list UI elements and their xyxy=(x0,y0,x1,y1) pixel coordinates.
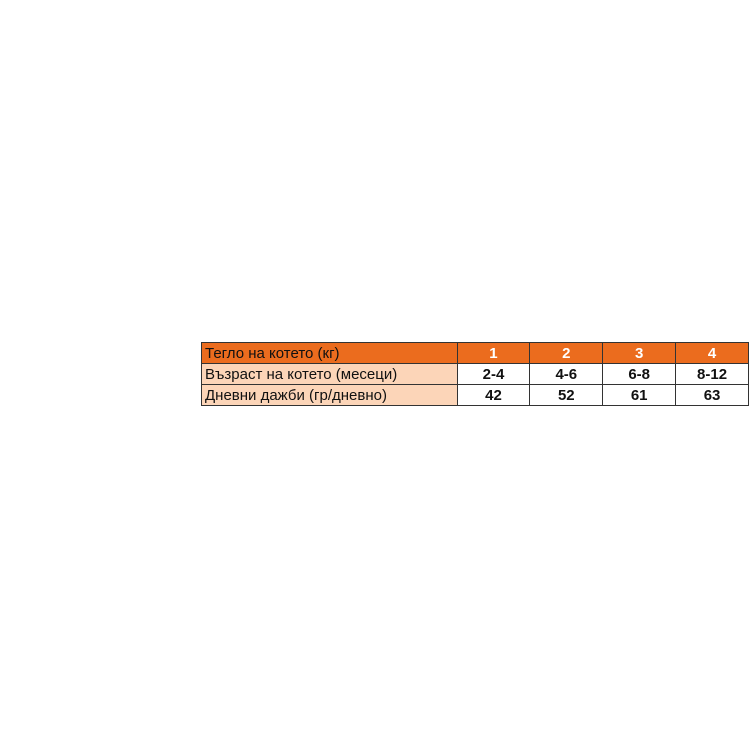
row-label: Дневни дажби (гр/дневно) xyxy=(201,384,458,406)
cell: 2-4 xyxy=(456,363,531,385)
cell: 8-12 xyxy=(675,363,749,385)
cell: 3 xyxy=(602,342,677,364)
cell: 1 xyxy=(456,342,531,364)
row-label: Възраст на котето (месеци) xyxy=(201,363,458,385)
table-row-daily-ration: Дневни дажби (гр/дневно) 42 52 61 63 xyxy=(201,384,749,406)
table-row-age: Възраст на котето (месеци) 2-4 4-6 6-8 8… xyxy=(201,363,749,385)
cell: 2 xyxy=(529,342,604,364)
cell: 52 xyxy=(529,384,604,406)
feeding-table: Тегло на котето (кг) 1 2 3 4 Възраст на … xyxy=(201,342,749,406)
cell: 6-8 xyxy=(602,363,677,385)
table-row-weight: Тегло на котето (кг) 1 2 3 4 xyxy=(201,342,749,364)
cell: 4 xyxy=(675,342,749,364)
cell: 63 xyxy=(675,384,749,406)
cell: 61 xyxy=(602,384,677,406)
row-label: Тегло на котето (кг) xyxy=(201,342,458,364)
cell: 4-6 xyxy=(529,363,604,385)
cell: 42 xyxy=(456,384,531,406)
